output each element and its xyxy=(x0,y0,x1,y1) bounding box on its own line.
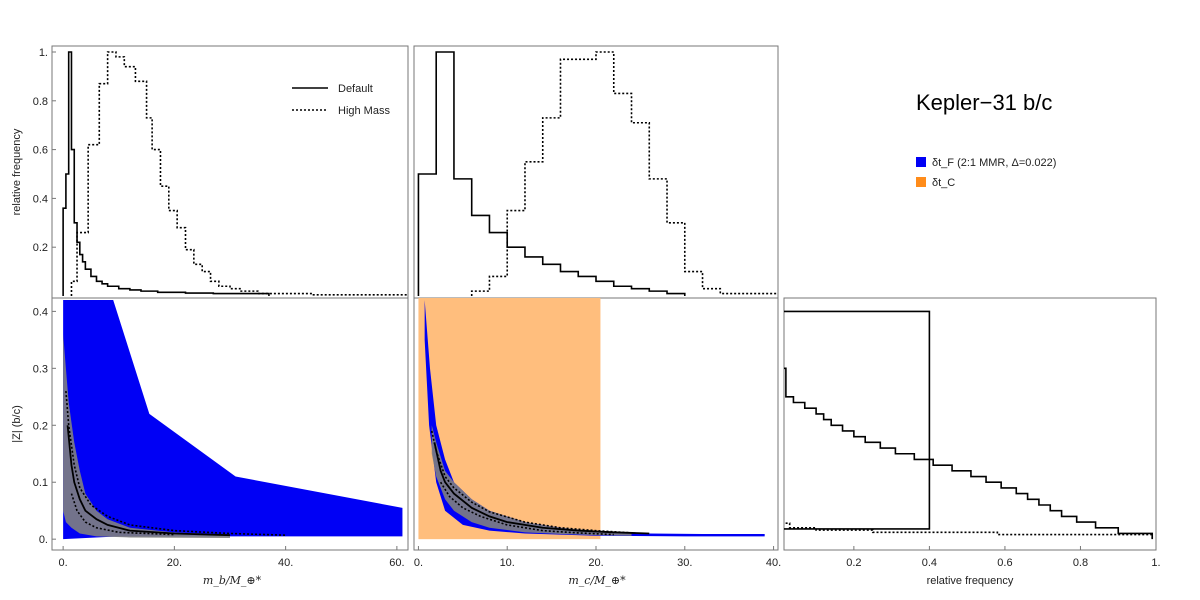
legend-highmass-label: High Mass xyxy=(338,105,390,117)
scatter-mb-ytick-label: 0. xyxy=(39,534,48,546)
hist_mb-ytick-label: 0.6 xyxy=(33,145,48,157)
hist-ylabel: relative frequency xyxy=(11,128,23,215)
scatter_mc-dotted-curve-0 xyxy=(430,430,632,534)
hist_mb-series-1-line xyxy=(70,51,408,296)
chart-marks-layer xyxy=(62,51,1154,540)
scatter-mb-ytick-label: 0.3 xyxy=(33,363,48,375)
hist_z-xtick-label: 0.2 xyxy=(846,557,861,569)
scatter_mb-xtick-label: 20. xyxy=(167,557,182,569)
panel-scatter-mb-frame xyxy=(51,297,409,551)
scatter_mb-gray-region xyxy=(63,334,230,539)
legend-orange-swatch xyxy=(916,177,926,187)
panel-hist-mc-frame xyxy=(413,45,779,299)
scatter_mb-xtick-label: 60. xyxy=(389,557,404,569)
hist-z-xlabel: relative frequency xyxy=(927,575,1014,587)
hist_z-series-1-line xyxy=(784,515,1154,540)
scatter_mc-solid-curve xyxy=(433,442,650,535)
scatter_mc-xtick-label: 10. xyxy=(500,557,515,569)
scatter_mc-xtick-label: 20. xyxy=(588,557,603,569)
hist_mb-ytick-label: 0.8 xyxy=(33,96,48,108)
hist_z-xtick-label: 0.6 xyxy=(997,557,1012,569)
legend-blue-label: δt_F (2:1 MMR, Δ=0.022) xyxy=(932,157,1056,169)
scatter_mc-xtick-label: 40. xyxy=(766,557,781,569)
hist_mc-series-1-line xyxy=(470,51,778,296)
legend-orange-label: δt_C xyxy=(932,177,955,189)
hist_z-xtick-label: 0.8 xyxy=(1073,557,1088,569)
line-legend: Default High Mass xyxy=(292,83,390,117)
scatter-mb-ytick-label: 0.2 xyxy=(33,420,48,432)
scatter_mb-blue-region xyxy=(63,300,403,540)
scatter-mb-xlabel: m_b/M_⊕* xyxy=(203,574,262,587)
panel-hist-z-frame xyxy=(783,297,1157,551)
hist_mb-series-0-line xyxy=(62,51,270,296)
scatter_mb-dotted-curve-1 xyxy=(70,493,175,536)
hist_mb-ytick-label: 0.4 xyxy=(33,193,48,205)
scatter_mc-xtick-label: 0. xyxy=(414,557,423,569)
hist_mb-ytick-label: 0.2 xyxy=(33,242,48,254)
scatter_mb-solid-curve xyxy=(66,425,231,537)
scatter-ylabel: |Z| (b/c) xyxy=(11,405,23,443)
figure-title: Kepler−31 b/c xyxy=(916,90,1052,115)
scatter-mb-ytick-label: 0.4 xyxy=(33,306,48,318)
hist_z-xtick-label: 1. xyxy=(1151,557,1160,569)
hist_mc-series-0-line xyxy=(417,51,686,296)
scatter_mb-dotted-curve-0 xyxy=(65,391,286,536)
scatter_mb-xtick-label: 40. xyxy=(278,557,293,569)
hist_mb-ytick-label: 1. xyxy=(39,47,48,59)
tick-labels-layer: 0.20.40.60.81.0.0.10.20.30.40. 20. 40. 60. 0… xyxy=(33,47,1161,569)
hist_z-xtick-label: 0.4 xyxy=(922,557,937,569)
legend-default-label: Default xyxy=(338,83,373,95)
legend-blue-swatch xyxy=(916,157,926,167)
hist_z-series-0-line xyxy=(784,310,1154,540)
region-legend: δt_F (2:1 MMR, Δ=0.022) δt_C xyxy=(916,157,1056,189)
scatter-mc-xlabel: m_c/M_⊕* xyxy=(568,574,626,587)
scatter-mb-ytick-label: 0.1 xyxy=(33,477,48,489)
scatter_mb-xtick-label: 0. xyxy=(59,557,68,569)
scatter_mc-xtick-label: 30. xyxy=(677,557,692,569)
